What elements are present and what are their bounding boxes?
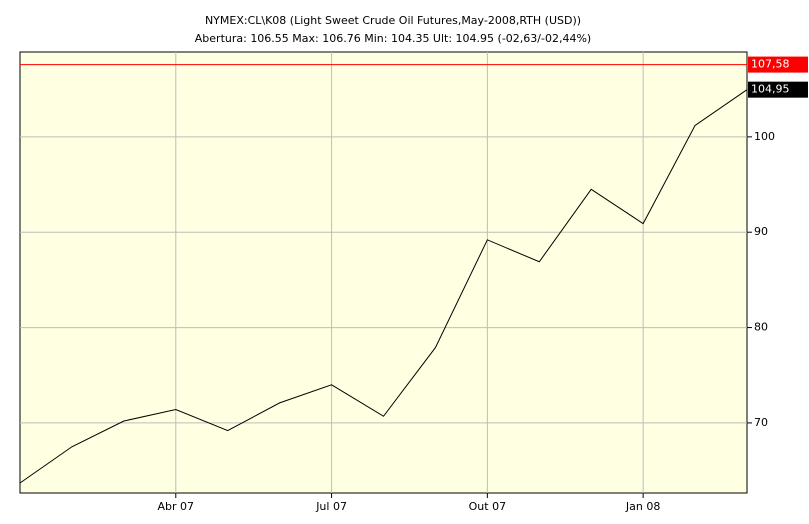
y-tick-label: 100 [754, 130, 775, 143]
chart-subtitle: Abertura: 106.55 Max: 106.76 Min: 104.35… [195, 32, 591, 45]
price-line [19, 89, 748, 484]
y-tick-label: 90 [754, 225, 768, 238]
plot-area [19, 51, 748, 494]
x-tick-label: Jul 07 [315, 500, 347, 513]
reference-label: 107,58 [751, 58, 790, 71]
x-tick-label: Jan 08 [625, 500, 660, 513]
label-box [748, 56, 808, 73]
y-tick-label: 80 [754, 321, 768, 334]
label-box [748, 81, 808, 98]
y-tick-label: 70 [754, 416, 768, 429]
value-label: 104,95 [751, 83, 790, 96]
chart-title: NYMEX:CL\K08 (Light Sweet Crude Oil Futu… [205, 14, 581, 27]
x-tick-label: Out 07 [469, 500, 506, 513]
x-tick-label: Abr 07 [158, 500, 195, 513]
